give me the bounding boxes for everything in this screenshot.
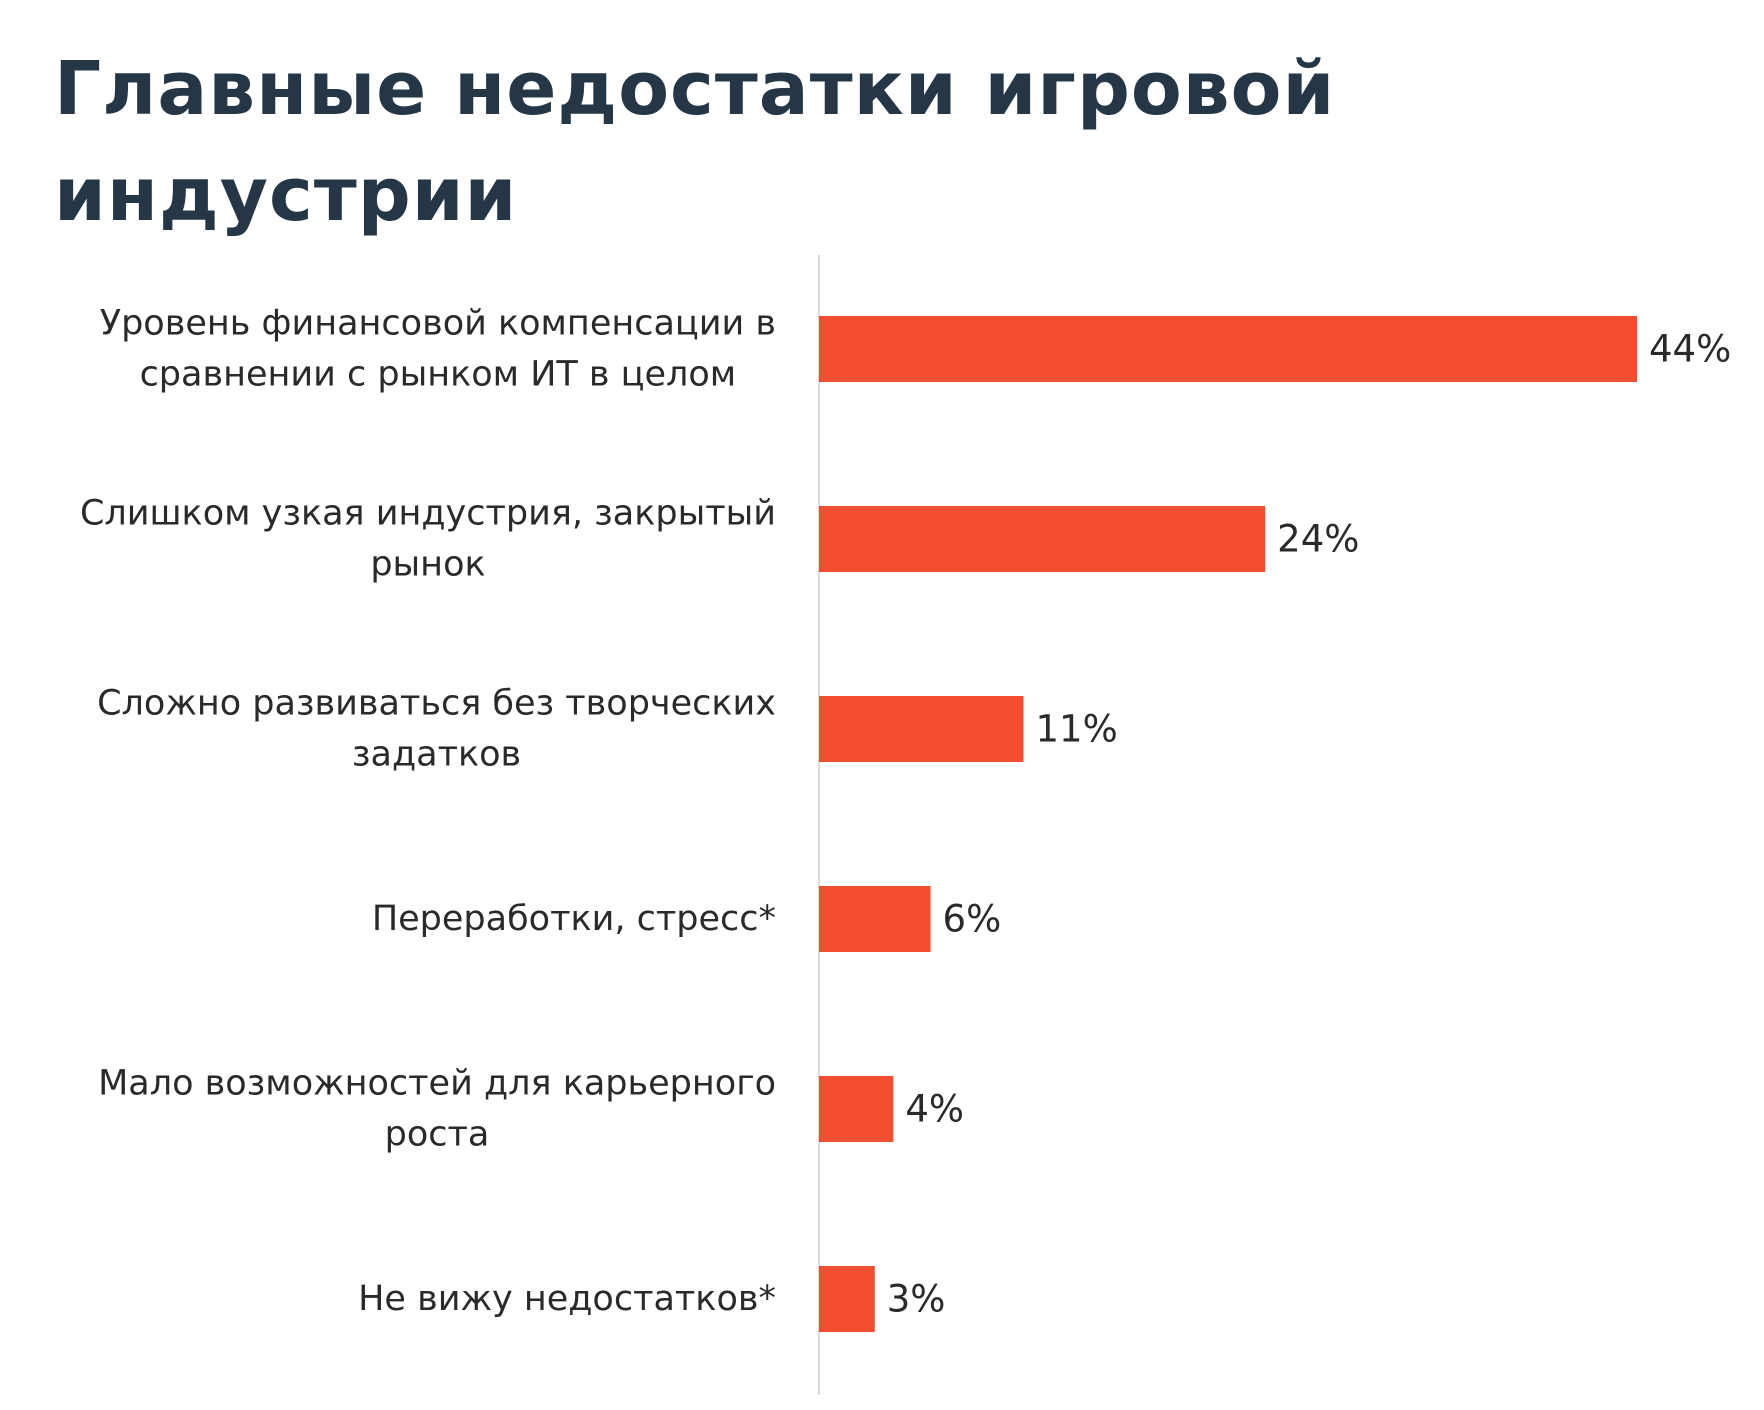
value-label-6: 3%: [887, 1278, 946, 1321]
category-label-3: Сложно развиваться без творческих задатко…: [97, 684, 776, 775]
bar-6: [819, 1266, 875, 1332]
category-label-5: Мало возможностей для карьерного роста: [98, 1064, 776, 1155]
category-label-line: Переработки, стресс*: [372, 899, 776, 939]
category-label-line: Мало возможностей для карьерного: [98, 1064, 776, 1104]
category-label-line: Уровень финансовой компенсации в: [100, 304, 776, 344]
category-label-4: Переработки, стресс*: [372, 899, 776, 939]
value-label-5: 4%: [905, 1088, 964, 1131]
category-label-1: Уровень финансовой компенсации в сравнени…: [100, 304, 776, 395]
category-label-line: Слишком узкая индустрия, закрытый: [80, 494, 776, 534]
bar-1: [819, 316, 1637, 382]
category-label-line: задатков: [352, 735, 521, 775]
category-label-line: роста: [385, 1115, 490, 1155]
category-label-6: Не вижу недостатков*: [358, 1279, 776, 1319]
value-labels-group: 44% 24% 11% 6% 4% 3%: [887, 328, 1731, 1321]
bar-5: [819, 1076, 894, 1142]
category-label-line: рынок: [370, 545, 485, 585]
value-label-1: 44%: [1649, 328, 1731, 371]
chart-title: Главные недостатки игровой индустрии: [54, 46, 1336, 238]
bars-group: [819, 316, 1637, 1332]
bar-3: [819, 696, 1024, 762]
value-label-4: 6%: [943, 898, 1002, 941]
category-label-2: Слишком узкая индустрия, закрытый рынок: [80, 494, 776, 585]
category-label-line: Не вижу недостатков*: [358, 1279, 776, 1319]
value-label-3: 11%: [1036, 708, 1118, 751]
category-label-line: сравнении с рынком ИТ в целом: [140, 355, 737, 395]
bar-4: [819, 886, 931, 952]
category-labels-group: Уровень финансовой компенсации в сравнени…: [80, 304, 776, 1320]
bar-2: [819, 506, 1266, 572]
category-label-line: Сложно развиваться без творческих: [97, 684, 776, 724]
value-label-2: 24%: [1277, 518, 1359, 561]
